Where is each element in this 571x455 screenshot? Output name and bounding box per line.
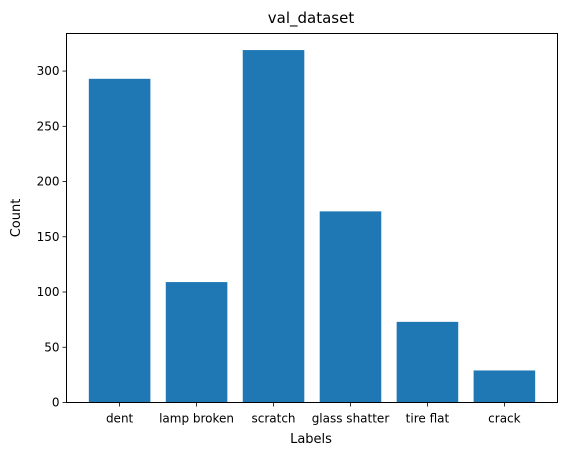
y-tick-label: 300 xyxy=(37,64,60,78)
bar-crack xyxy=(473,370,536,403)
bar-glass-shatter xyxy=(319,211,382,403)
y-tick-label: 150 xyxy=(37,230,60,244)
plot-frame xyxy=(66,33,558,403)
bar-tire-flat xyxy=(396,321,459,403)
y-tick-label: 250 xyxy=(37,119,60,133)
x-axis-label: Labels xyxy=(290,432,332,447)
y-tick-label: 100 xyxy=(37,285,60,299)
x-axis-ticks: dent lamp broken scratch glass shatter tire … xyxy=(106,402,521,426)
y-tick-label: 50 xyxy=(44,340,59,354)
x-tick-label: scratch xyxy=(251,412,295,426)
y-axis-ticks: 0 50 100 150 200 250 300 xyxy=(37,64,67,410)
bars xyxy=(88,50,536,403)
bar-dent xyxy=(88,78,151,403)
chart-title: val_dataset xyxy=(268,9,355,28)
x-tick-label: glass shatter xyxy=(312,412,390,426)
x-tick-label: crack xyxy=(488,412,520,426)
y-axis-label: Count xyxy=(9,199,24,238)
x-tick-label: lamp broken xyxy=(159,412,234,426)
y-tick-label: 0 xyxy=(52,396,60,410)
x-tick-label: dent xyxy=(106,412,134,426)
bar-lamp-broken xyxy=(165,282,228,403)
x-tick-label: tire flat xyxy=(406,412,450,426)
bar-scratch xyxy=(242,50,305,403)
y-tick-label: 200 xyxy=(37,175,60,189)
